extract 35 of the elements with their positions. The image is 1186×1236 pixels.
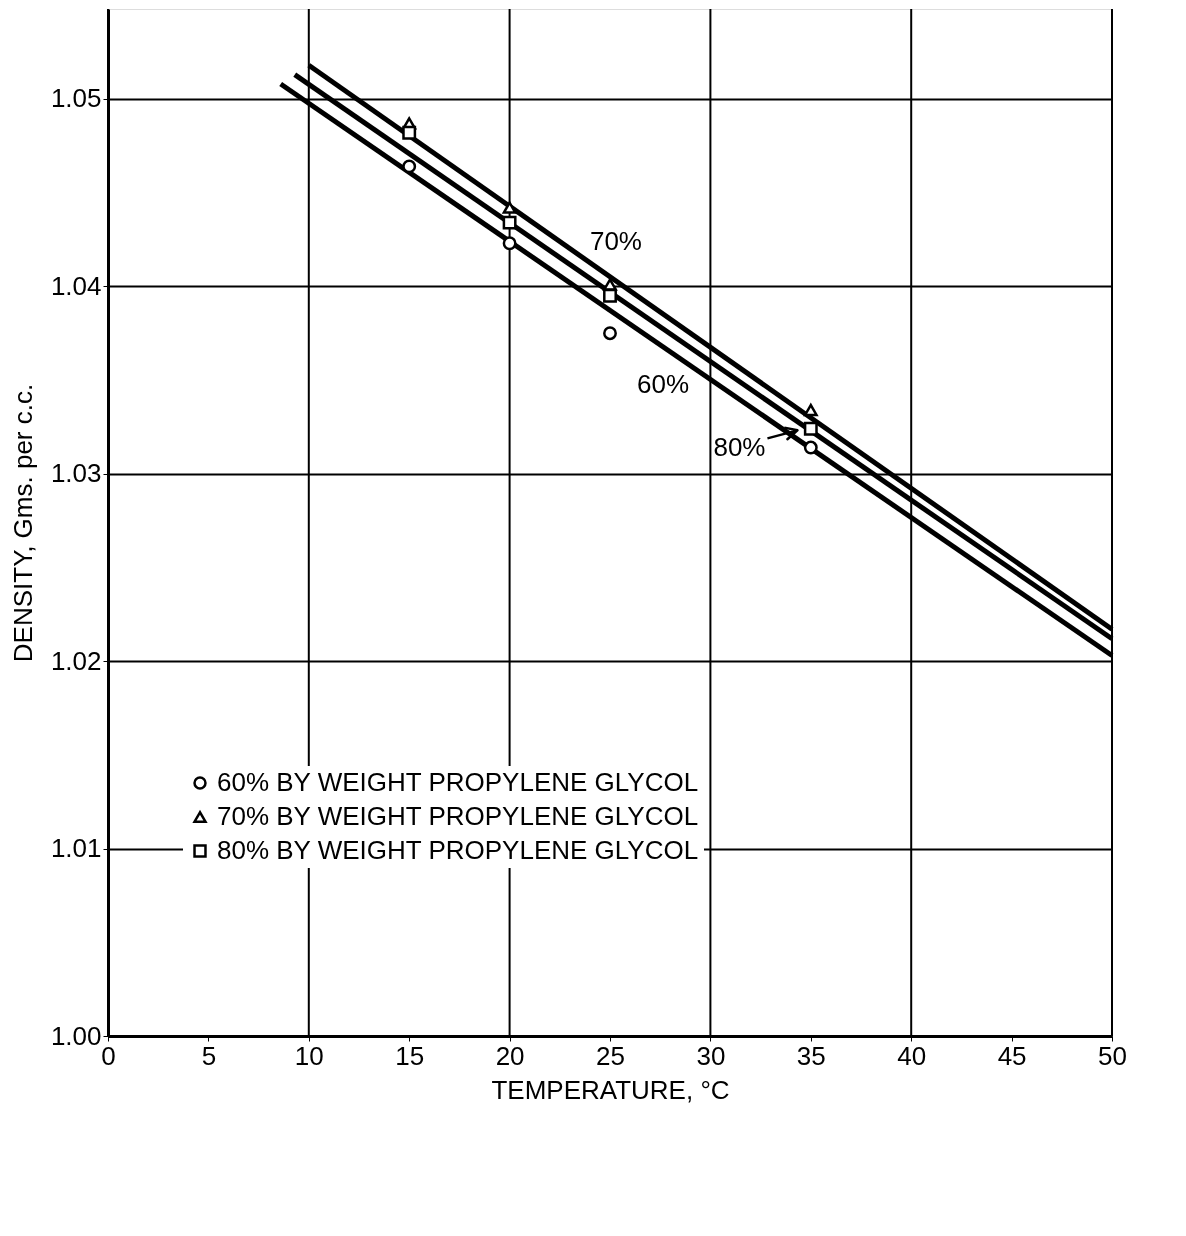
x-tick-label: 0 <box>101 1040 116 1071</box>
series-label: 60% <box>637 368 690 399</box>
point <box>502 201 517 214</box>
point <box>502 236 517 251</box>
x-tick-label: 50 <box>1098 1040 1127 1071</box>
point <box>502 215 517 230</box>
y-tick-label: 1.00 <box>50 1020 102 1051</box>
legend-label: 70% BY WEIGHT PROPYLENE GLYCOL <box>217 801 699 831</box>
y-tick-label: 1.02 <box>50 645 102 676</box>
x-tick-label: 20 <box>495 1040 525 1071</box>
legend-label: 80% BY WEIGHT PROPYLENE GLYCOL <box>217 835 699 865</box>
series-label: 70% <box>589 226 642 257</box>
y-tick-label: 1.05 <box>50 83 102 114</box>
point <box>803 403 818 417</box>
point <box>603 326 617 341</box>
x-tick-label: 45 <box>997 1040 1027 1071</box>
x-tick-label: 15 <box>395 1040 425 1071</box>
point <box>803 421 818 436</box>
y-tick-label: 1.04 <box>50 270 102 301</box>
annotation: 80% <box>713 432 766 463</box>
x-tick-label: 5 <box>201 1040 217 1071</box>
point <box>803 440 818 455</box>
y-tick-label: 1.03 <box>50 458 102 489</box>
x-tick-label: 30 <box>696 1040 726 1071</box>
y-axis-title: DENSITY, Gms. per c.c. <box>7 383 38 663</box>
point <box>402 125 417 140</box>
x-tick-label: 25 <box>596 1040 625 1071</box>
point <box>603 288 617 303</box>
legend-label: 60% BY WEIGHT PROPYLENE GLYCOL <box>217 767 699 797</box>
y-tick-label: 1.01 <box>50 833 102 864</box>
x-tick-label: 10 <box>294 1040 324 1071</box>
x-tick-label: 35 <box>796 1040 826 1071</box>
point <box>402 159 417 174</box>
x-axis-title: TEMPERATURE, °C <box>491 1074 730 1105</box>
x-tick-label: 40 <box>897 1040 927 1071</box>
